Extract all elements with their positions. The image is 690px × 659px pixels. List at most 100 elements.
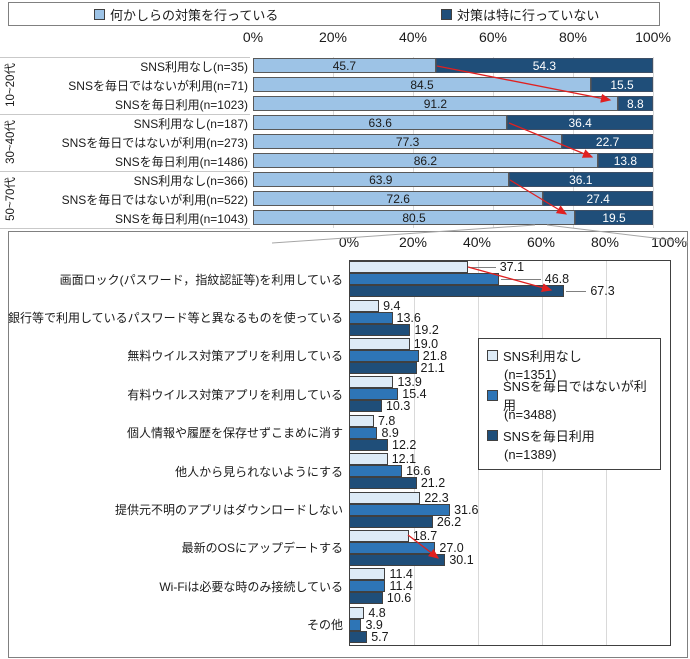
value-label: 19.2 bbox=[414, 323, 438, 337]
top-axis-tick: 80% bbox=[543, 29, 603, 45]
bar-segment-no-measures: 8.8 bbox=[618, 96, 653, 111]
category-label: 他人から見られないようにする bbox=[9, 452, 343, 490]
bar-sns-none bbox=[349, 300, 379, 312]
bar-segment-measures: 72.6 bbox=[253, 191, 543, 206]
bottom-axis-tick: 100% bbox=[639, 234, 690, 250]
category-label: 銀行等で利用しているパスワード等と異なるものを使っている bbox=[9, 298, 343, 336]
bar-segment-measures: 77.3 bbox=[253, 134, 562, 149]
bar-sns-sometimes bbox=[349, 465, 402, 477]
category-label: SNS利用なし(n=187) bbox=[0, 114, 248, 133]
bar-segment-no-measures: 36.4 bbox=[507, 115, 653, 130]
top-legend-label-measures: 何かしらの対策を行っている bbox=[110, 5, 278, 24]
category-label: 個人情報や履歴を保存せずこまめに消す bbox=[9, 414, 343, 452]
top-axis-tick: 20% bbox=[303, 29, 363, 45]
legend-swatch-dark-icon bbox=[441, 9, 452, 20]
category-label: 最新のOSにアップデートする bbox=[9, 529, 343, 567]
top-axis-tick: 100% bbox=[623, 29, 683, 45]
value-label: 21.1 bbox=[421, 361, 445, 375]
category-label: 無料ウイルス対策アプリを利用している bbox=[9, 337, 343, 375]
category-label: SNSを毎日利用(n=1023) bbox=[0, 95, 248, 114]
bar-sns-daily bbox=[349, 516, 433, 528]
bar-segment-no-measures: 22.7 bbox=[562, 134, 653, 149]
category-label: SNS利用なし(n=366) bbox=[0, 171, 248, 190]
legend-swatch-sns-sometimes-icon bbox=[487, 390, 498, 401]
legend-swatch-sns-none-icon bbox=[487, 350, 498, 361]
bar-sns-sometimes bbox=[349, 427, 377, 439]
legend-entry-sns-daily: SNSを毎日利用 bbox=[487, 425, 654, 445]
bar-sns-daily bbox=[349, 285, 564, 297]
value-label: 26.2 bbox=[437, 515, 461, 529]
top-axis-tick: 0% bbox=[223, 29, 283, 45]
bar-sns-none bbox=[349, 607, 364, 619]
bar-sns-daily bbox=[349, 477, 417, 489]
legend-entry-sns-none: SNS利用なし bbox=[487, 345, 654, 365]
value-label: 37.1 bbox=[500, 260, 524, 274]
value-label: 46.8 bbox=[545, 272, 569, 286]
legend-n-sns-daily: (n=1389) bbox=[487, 445, 654, 465]
value-label: 5.7 bbox=[371, 630, 388, 644]
bar-sns-daily bbox=[349, 362, 417, 374]
bar-sns-none bbox=[349, 453, 388, 465]
bar-sns-none bbox=[349, 568, 385, 580]
top-axis-tick: 60% bbox=[463, 29, 523, 45]
value-label: 10.3 bbox=[386, 399, 410, 413]
top-legend-entry-measures: 何かしらの対策を行っている bbox=[94, 3, 278, 25]
bar-sns-sometimes bbox=[349, 350, 419, 362]
bar-segment-measures: 86.2 bbox=[253, 153, 598, 168]
legend-swatch-light-icon bbox=[94, 9, 105, 20]
value-label: 30.1 bbox=[449, 553, 473, 567]
bar-sns-none bbox=[349, 261, 468, 273]
category-label: 提供元不明のアプリはダウンロードしない bbox=[9, 490, 343, 528]
value-label: 67.3 bbox=[590, 284, 614, 298]
category-label: SNS利用なし(n=35) bbox=[0, 57, 248, 76]
bar-sns-daily bbox=[349, 439, 388, 451]
bar-segment-measures: 63.9 bbox=[253, 172, 509, 187]
bottom-axis-tick: 0% bbox=[319, 234, 379, 250]
group-separator bbox=[0, 228, 250, 229]
category-label: SNSを毎日ではないが利用(n=273) bbox=[0, 133, 248, 152]
bottom-chart-box: 0%20%40%60%80%100% 画面ロック(パスワード，指紋認証等)を利用し… bbox=[8, 231, 688, 658]
bar-segment-no-measures: 19.5 bbox=[575, 210, 653, 225]
bar-sns-daily bbox=[349, 400, 382, 412]
bar-sns-daily bbox=[349, 554, 445, 566]
bar-sns-sometimes bbox=[349, 312, 393, 324]
bar-segment-no-measures: 13.8 bbox=[598, 153, 653, 168]
value-label: 22.3 bbox=[424, 491, 448, 505]
category-label: Wi-Fiは必要な時のみ接続している bbox=[9, 567, 343, 605]
survey-infographic: 何かしらの対策を行っている 対策は特に行っていない 0%20%40%60%80%… bbox=[0, 0, 690, 659]
value-label: 18.7 bbox=[413, 529, 437, 543]
label-leader-line bbox=[470, 267, 496, 268]
bar-segment-no-measures: 54.3 bbox=[436, 58, 653, 73]
bar-sns-none bbox=[349, 492, 420, 504]
bar-sns-daily bbox=[349, 631, 367, 643]
bar-sns-none bbox=[349, 376, 393, 388]
bar-segment-no-measures: 15.5 bbox=[591, 77, 653, 92]
legend-swatch-sns-daily-icon bbox=[487, 430, 498, 441]
top-axis-tick: 40% bbox=[383, 29, 443, 45]
bar-sns-sometimes bbox=[349, 542, 435, 554]
bottom-axis-tick: 80% bbox=[575, 234, 635, 250]
gridline bbox=[653, 57, 654, 228]
bar-sns-none bbox=[349, 415, 374, 427]
bottom-axis-tick: 20% bbox=[383, 234, 443, 250]
bar-sns-daily bbox=[349, 324, 410, 336]
bar-segment-measures: 84.5 bbox=[253, 77, 591, 92]
category-label: SNSを毎日利用(n=1043) bbox=[0, 209, 248, 228]
bar-segment-no-measures: 36.1 bbox=[509, 172, 653, 187]
bar-sns-sometimes bbox=[349, 504, 450, 516]
category-label: その他 bbox=[9, 606, 343, 644]
label-leader-line bbox=[501, 279, 541, 280]
bar-segment-measures: 45.7 bbox=[253, 58, 436, 73]
bottom-axis-tick: 60% bbox=[511, 234, 571, 250]
category-label: 画面ロック(パスワード，指紋認証等)を利用している bbox=[9, 260, 343, 298]
bottom-axis-tick: 40% bbox=[447, 234, 507, 250]
bottom-legend: SNS利用なし (n=1351) SNSを毎日ではないが利用 (n=3488) … bbox=[478, 338, 661, 470]
top-legend-label-no-measures: 対策は特に行っていない bbox=[457, 5, 599, 24]
category-label: SNSを毎日ではないが利用(n=522) bbox=[0, 190, 248, 209]
legend-entry-sns-sometimes: SNSを毎日ではないが利用 bbox=[487, 385, 654, 405]
bar-sns-none bbox=[349, 530, 409, 542]
label-leader-line bbox=[566, 291, 586, 292]
bar-sns-sometimes bbox=[349, 619, 361, 631]
value-label: 12.2 bbox=[392, 438, 416, 452]
top-legend: 何かしらの対策を行っている 対策は特に行っていない bbox=[8, 2, 660, 26]
